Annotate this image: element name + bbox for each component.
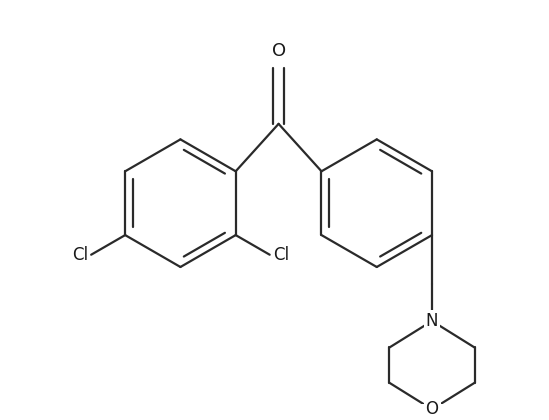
Text: Cl: Cl (72, 246, 88, 264)
Text: O: O (272, 42, 287, 60)
Text: O: O (425, 400, 439, 418)
Text: N: N (426, 312, 438, 330)
Text: Cl: Cl (273, 246, 289, 264)
